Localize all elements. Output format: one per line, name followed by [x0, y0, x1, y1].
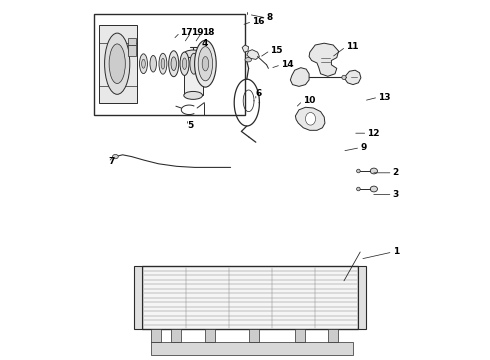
- Bar: [295, 329, 305, 342]
- Ellipse shape: [169, 51, 179, 77]
- Ellipse shape: [357, 187, 360, 191]
- Text: 15: 15: [270, 46, 283, 55]
- Text: 18: 18: [202, 28, 214, 37]
- Polygon shape: [291, 68, 309, 86]
- Polygon shape: [247, 50, 259, 59]
- Text: 4: 4: [202, 39, 208, 48]
- Ellipse shape: [161, 58, 165, 69]
- Bar: [128, 45, 136, 56]
- Ellipse shape: [357, 169, 360, 173]
- Text: 16: 16: [252, 17, 265, 26]
- Ellipse shape: [184, 91, 202, 99]
- Bar: [143, 266, 358, 329]
- Text: 13: 13: [378, 93, 391, 102]
- Bar: [358, 266, 367, 329]
- Bar: [94, 14, 245, 115]
- Bar: [205, 329, 216, 342]
- Ellipse shape: [184, 50, 202, 58]
- Ellipse shape: [195, 40, 216, 87]
- Bar: [184, 54, 202, 95]
- Text: 7: 7: [108, 157, 115, 166]
- Bar: [134, 266, 143, 329]
- Bar: [248, 329, 259, 342]
- Ellipse shape: [140, 54, 147, 74]
- Text: 2: 2: [392, 168, 399, 177]
- Bar: [99, 25, 137, 103]
- Text: 1: 1: [392, 248, 399, 256]
- Text: 8: 8: [267, 13, 273, 22]
- Polygon shape: [242, 45, 248, 52]
- Ellipse shape: [198, 46, 213, 81]
- Text: 10: 10: [303, 96, 315, 105]
- Text: 12: 12: [368, 129, 380, 138]
- Ellipse shape: [113, 154, 118, 159]
- Ellipse shape: [180, 52, 189, 76]
- Ellipse shape: [190, 53, 198, 74]
- Polygon shape: [309, 43, 339, 76]
- Text: 5: 5: [187, 122, 194, 130]
- Ellipse shape: [202, 57, 209, 71]
- Bar: [171, 329, 181, 342]
- Ellipse shape: [305, 112, 316, 125]
- Bar: [151, 342, 353, 355]
- Ellipse shape: [109, 44, 125, 84]
- Ellipse shape: [370, 186, 377, 192]
- Ellipse shape: [370, 168, 377, 174]
- Polygon shape: [295, 107, 325, 130]
- Ellipse shape: [171, 57, 176, 71]
- Text: 19: 19: [191, 28, 204, 37]
- Ellipse shape: [150, 55, 156, 72]
- Text: 17: 17: [180, 28, 193, 37]
- Text: 14: 14: [281, 60, 294, 69]
- Ellipse shape: [142, 59, 145, 68]
- Polygon shape: [345, 70, 361, 85]
- Ellipse shape: [104, 33, 130, 94]
- Bar: [328, 329, 338, 342]
- Text: 6: 6: [256, 89, 262, 98]
- Ellipse shape: [182, 58, 187, 69]
- Bar: [128, 38, 136, 45]
- Ellipse shape: [245, 58, 251, 62]
- Ellipse shape: [342, 75, 346, 80]
- Text: 11: 11: [346, 42, 358, 51]
- Ellipse shape: [159, 53, 167, 74]
- Bar: [151, 329, 162, 342]
- Text: 3: 3: [392, 190, 399, 199]
- Text: 9: 9: [360, 143, 367, 152]
